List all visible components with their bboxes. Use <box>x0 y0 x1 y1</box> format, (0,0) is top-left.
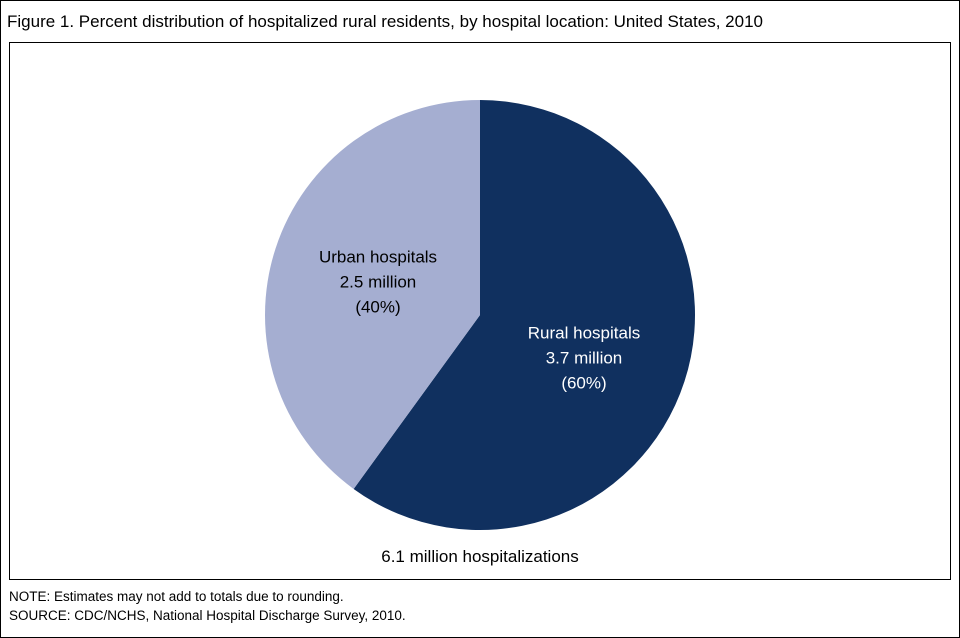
source-line: SOURCE: CDC/NCHS, National Hospital Disc… <box>9 608 406 623</box>
total-caption: 6.1 million hospitalizations <box>381 547 579 566</box>
pie-slice-1 <box>265 100 480 489</box>
note-line: NOTE: Estimates may not add to totals du… <box>9 589 344 604</box>
pie-svg <box>265 100 696 530</box>
figure-notes: NOTE: Estimates may not add to totals du… <box>9 587 959 625</box>
chart-area: Rural hospitals 3.7 million (60%) Urban … <box>9 42 951 580</box>
figure-title: Figure 1. Percent distribution of hospit… <box>7 12 763 31</box>
pie-slice-0 <box>353 100 696 530</box>
pie-chart: Rural hospitals 3.7 million (60%) Urban … <box>250 85 710 545</box>
